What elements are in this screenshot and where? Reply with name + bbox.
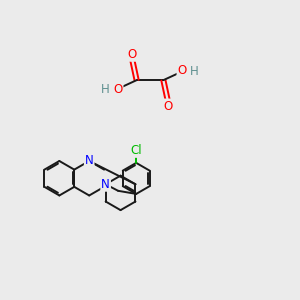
Text: Cl: Cl: [130, 144, 142, 157]
Text: N: N: [85, 154, 94, 167]
Text: N: N: [101, 178, 110, 191]
Text: O: O: [128, 48, 137, 61]
Text: H: H: [190, 65, 199, 78]
Text: O: O: [178, 64, 187, 77]
Text: H: H: [101, 82, 110, 96]
Text: O: O: [113, 83, 122, 96]
Text: O: O: [163, 100, 172, 112]
